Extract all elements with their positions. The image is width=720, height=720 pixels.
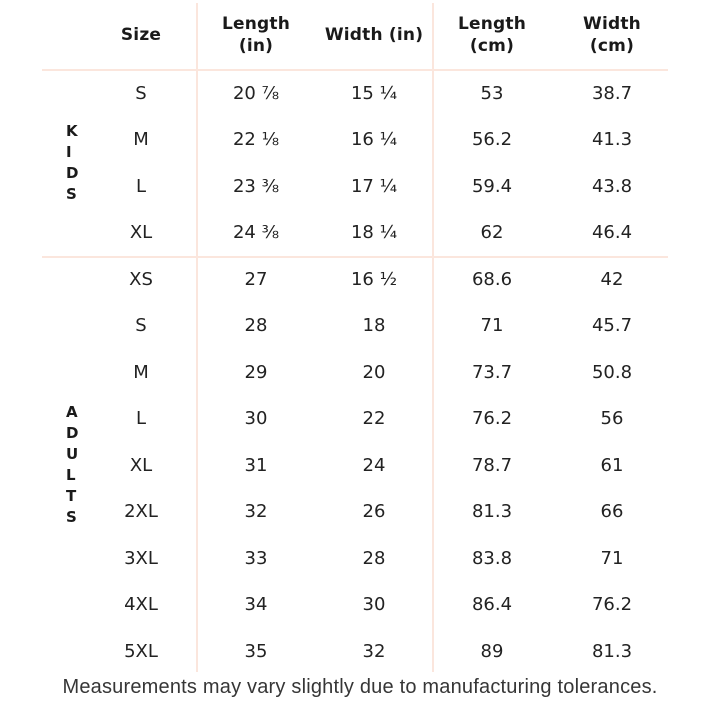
table-row: L 30 22 76.2 56 xyxy=(85,396,673,443)
cell-length-in: 31 xyxy=(244,454,268,476)
cell-size: XS xyxy=(129,268,153,290)
cell-width-in: 20 xyxy=(362,361,386,383)
adults-group-cell: ADULTS xyxy=(0,256,85,675)
kids-group-cell: KIDS xyxy=(0,70,85,256)
cell-width-in: 26 xyxy=(362,501,386,523)
header-length-cm: Length (cm) xyxy=(457,14,527,56)
header-size: Size xyxy=(120,25,162,45)
cell-width-cm: 50.8 xyxy=(591,361,633,383)
cell-length-in: 22 ⅛ xyxy=(232,129,280,151)
kids-adults-divider xyxy=(42,256,668,258)
cell-length-in: 30 xyxy=(244,408,268,430)
cell-length-in: 35 xyxy=(244,640,268,662)
cell-width-in: 16 ½ xyxy=(350,268,398,290)
cell-length-cm: 81.3 xyxy=(471,501,513,523)
table-row: S 28 18 71 45.7 xyxy=(85,303,673,350)
cell-width-in: 16 ¼ xyxy=(350,129,398,151)
adults-section: ADULTS XS 27 16 ½ 68.6 42 S 28 18 71 45.… xyxy=(0,256,720,675)
header-divider xyxy=(42,69,668,71)
table-row: 4XL 34 30 86.4 76.2 xyxy=(85,582,673,629)
table-header-row: Size Length (in) Width (in) Length (cm) … xyxy=(0,0,720,70)
kids-rows: S 20 ⅞ 15 ¼ 53 38.7 M 22 ⅛ 16 ¼ 56.2 41.… xyxy=(85,70,673,256)
cell-width-cm: 66 xyxy=(600,501,624,523)
adults-rows: XS 27 16 ½ 68.6 42 S 28 18 71 45.7 M 29 … xyxy=(85,256,673,675)
table-row: M 22 ⅛ 16 ¼ 56.2 41.3 xyxy=(85,117,673,164)
cell-length-cm: 71 xyxy=(480,315,504,337)
cell-length-cm: 76.2 xyxy=(471,408,513,430)
cell-width-cm: 43.8 xyxy=(591,175,633,197)
cell-length-cm: 68.6 xyxy=(471,268,513,290)
cell-width-in: 15 ¼ xyxy=(350,82,398,104)
cell-size: XL xyxy=(129,454,153,476)
cell-width-in: 17 ¼ xyxy=(350,175,398,197)
cell-size: 5XL xyxy=(124,640,158,662)
cell-width-cm: 56 xyxy=(600,408,624,430)
table-row: M 29 20 73.7 50.8 xyxy=(85,349,673,396)
cell-width-in: 32 xyxy=(362,640,386,662)
cell-width-cm: 38.7 xyxy=(591,82,633,104)
cell-size: 3XL xyxy=(124,547,158,569)
header-length-in: Length (in) xyxy=(221,14,291,56)
adults-group-label: ADULTS xyxy=(66,403,79,527)
cell-length-in: 27 xyxy=(244,268,268,290)
table-row: L 23 ⅜ 17 ¼ 59.4 43.8 xyxy=(85,163,673,210)
cell-width-cm: 41.3 xyxy=(591,129,633,151)
vertical-divider-1 xyxy=(196,3,198,672)
cell-length-in: 28 xyxy=(244,315,268,337)
cell-size: S xyxy=(135,315,147,337)
cell-width-cm: 61 xyxy=(600,454,624,476)
kids-section: KIDS S 20 ⅞ 15 ¼ 53 38.7 M 22 ⅛ 16 ¼ 56.… xyxy=(0,70,720,256)
cell-width-cm: 81.3 xyxy=(591,640,633,662)
cell-length-cm: 53 xyxy=(480,82,504,104)
cell-size: L xyxy=(135,408,147,430)
cell-length-cm: 78.7 xyxy=(471,454,513,476)
cell-length-cm: 86.4 xyxy=(471,594,513,616)
cell-size: M xyxy=(133,361,149,383)
tolerance-note: Measurements may vary slightly due to ma… xyxy=(62,676,658,698)
cell-length-cm: 73.7 xyxy=(471,361,513,383)
cell-width-cm: 71 xyxy=(600,547,624,569)
cell-length-cm: 59.4 xyxy=(471,175,513,197)
cell-width-cm: 45.7 xyxy=(591,315,633,337)
cell-length-cm: 83.8 xyxy=(471,547,513,569)
cell-width-in: 28 xyxy=(362,547,386,569)
cell-length-in: 32 xyxy=(244,501,268,523)
kids-group-label: KIDS xyxy=(66,122,79,203)
cell-width-in: 18 ¼ xyxy=(350,222,398,244)
table-row: XS 27 16 ½ 68.6 42 xyxy=(85,256,673,303)
header-width-in: Width (in) xyxy=(324,25,424,45)
cell-length-in: 29 xyxy=(244,361,268,383)
cell-size: 4XL xyxy=(124,594,158,616)
cell-length-in: 23 ⅜ xyxy=(232,175,280,197)
cell-width-cm: 76.2 xyxy=(591,594,633,616)
cell-size: 2XL xyxy=(124,501,158,523)
cell-length-in: 20 ⅞ xyxy=(232,82,280,104)
header-width-cm: Width (cm) xyxy=(583,14,641,56)
table-row: XL 24 ⅜ 18 ¼ 62 46.4 xyxy=(85,210,673,257)
table-row: 5XL 35 32 89 81.3 xyxy=(85,628,673,675)
cell-length-in: 34 xyxy=(244,594,268,616)
cell-length-cm: 62 xyxy=(480,222,504,244)
cell-size: S xyxy=(135,82,147,104)
cell-width-in: 30 xyxy=(362,594,386,616)
cell-width-in: 18 xyxy=(362,315,386,337)
cell-length-cm: 89 xyxy=(480,640,504,662)
table-row: 2XL 32 26 81.3 66 xyxy=(85,489,673,536)
table-row: S 20 ⅞ 15 ¼ 53 38.7 xyxy=(85,70,673,117)
cell-width-cm: 46.4 xyxy=(591,222,633,244)
cell-length-cm: 56.2 xyxy=(471,129,513,151)
vertical-divider-2 xyxy=(432,3,434,672)
table-row: XL 31 24 78.7 61 xyxy=(85,442,673,489)
cell-size: L xyxy=(135,175,147,197)
table-row: 3XL 33 28 83.8 71 xyxy=(85,535,673,582)
cell-width-in: 22 xyxy=(362,408,386,430)
cell-size: XL xyxy=(129,222,153,244)
cell-length-in: 33 xyxy=(244,547,268,569)
cell-width-in: 24 xyxy=(362,454,386,476)
cell-length-in: 24 ⅜ xyxy=(232,222,280,244)
cell-width-cm: 42 xyxy=(600,268,624,290)
cell-size: M xyxy=(133,129,149,151)
